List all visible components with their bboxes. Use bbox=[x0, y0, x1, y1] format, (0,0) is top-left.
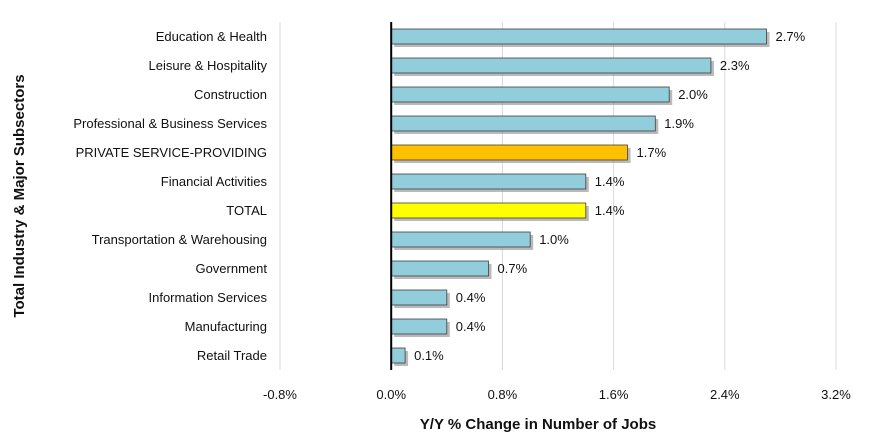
value-label: 0.4% bbox=[456, 290, 486, 305]
category-label: TOTAL bbox=[226, 203, 267, 218]
bar bbox=[390, 28, 767, 45]
category-label: Professional & Business Services bbox=[73, 116, 267, 131]
bar bbox=[390, 260, 489, 277]
y-axis-title: Total Industry & Major Subsectors bbox=[11, 74, 28, 317]
x-tick-label: 1.6% bbox=[599, 387, 629, 402]
category-label: Manufacturing bbox=[185, 319, 267, 334]
category-label: Financial Activities bbox=[161, 174, 268, 189]
category-label: Construction bbox=[194, 87, 267, 102]
x-tick-label: 3.2% bbox=[821, 387, 851, 402]
bar bbox=[390, 173, 587, 190]
value-label: 0.7% bbox=[498, 261, 528, 276]
value-label: 2.7% bbox=[776, 29, 806, 44]
gridlines bbox=[279, 22, 837, 370]
category-label: Information Services bbox=[149, 290, 268, 305]
x-tick-label: 0.0% bbox=[376, 387, 406, 402]
value-labels: 2.7% 2.3% 2.0% 1.9% 1.7% 1.4% 1.4% 1.0% 0.7% 0.4%… bbox=[414, 29, 805, 363]
category-label: Retail Trade bbox=[197, 348, 267, 363]
bar bbox=[390, 86, 670, 103]
category-label: Education & Health bbox=[156, 29, 267, 44]
bar bbox=[390, 347, 406, 364]
value-label: 1.7% bbox=[637, 145, 667, 160]
bars bbox=[390, 28, 770, 366]
category-label: Government bbox=[195, 261, 267, 276]
bar bbox=[390, 57, 712, 74]
bar bbox=[390, 115, 656, 132]
x-tick-labels: -0.8% 0.0% 0.8% 1.6% 2.4% 3.2% bbox=[263, 387, 851, 402]
category-labels: Education & Health Leisure & Hospitality C… bbox=[73, 29, 267, 363]
x-axis-title: Y/Y % Change in Number of Jobs bbox=[420, 416, 656, 433]
bar bbox=[390, 289, 448, 306]
value-label: 1.0% bbox=[539, 232, 569, 247]
x-tick-label: 2.4% bbox=[710, 387, 740, 402]
x-tick-label: 0.8% bbox=[488, 387, 518, 402]
value-label: 1.4% bbox=[595, 174, 625, 189]
value-label: 0.4% bbox=[456, 319, 486, 334]
category-label: Transportation & Warehousing bbox=[92, 232, 267, 247]
bar bbox=[390, 202, 587, 219]
value-label: 0.1% bbox=[414, 348, 444, 363]
value-label: 2.3% bbox=[720, 58, 750, 73]
category-label: PRIVATE SERVICE-PROVIDING bbox=[76, 145, 267, 160]
category-label: Leisure & Hospitality bbox=[149, 58, 268, 73]
value-label: 1.9% bbox=[664, 116, 694, 131]
value-label: 1.4% bbox=[595, 203, 625, 218]
bar bbox=[390, 231, 531, 248]
bar bbox=[390, 318, 448, 335]
bar bbox=[390, 144, 628, 161]
x-tick-label: -0.8% bbox=[263, 387, 297, 402]
value-label: 2.0% bbox=[678, 87, 708, 102]
